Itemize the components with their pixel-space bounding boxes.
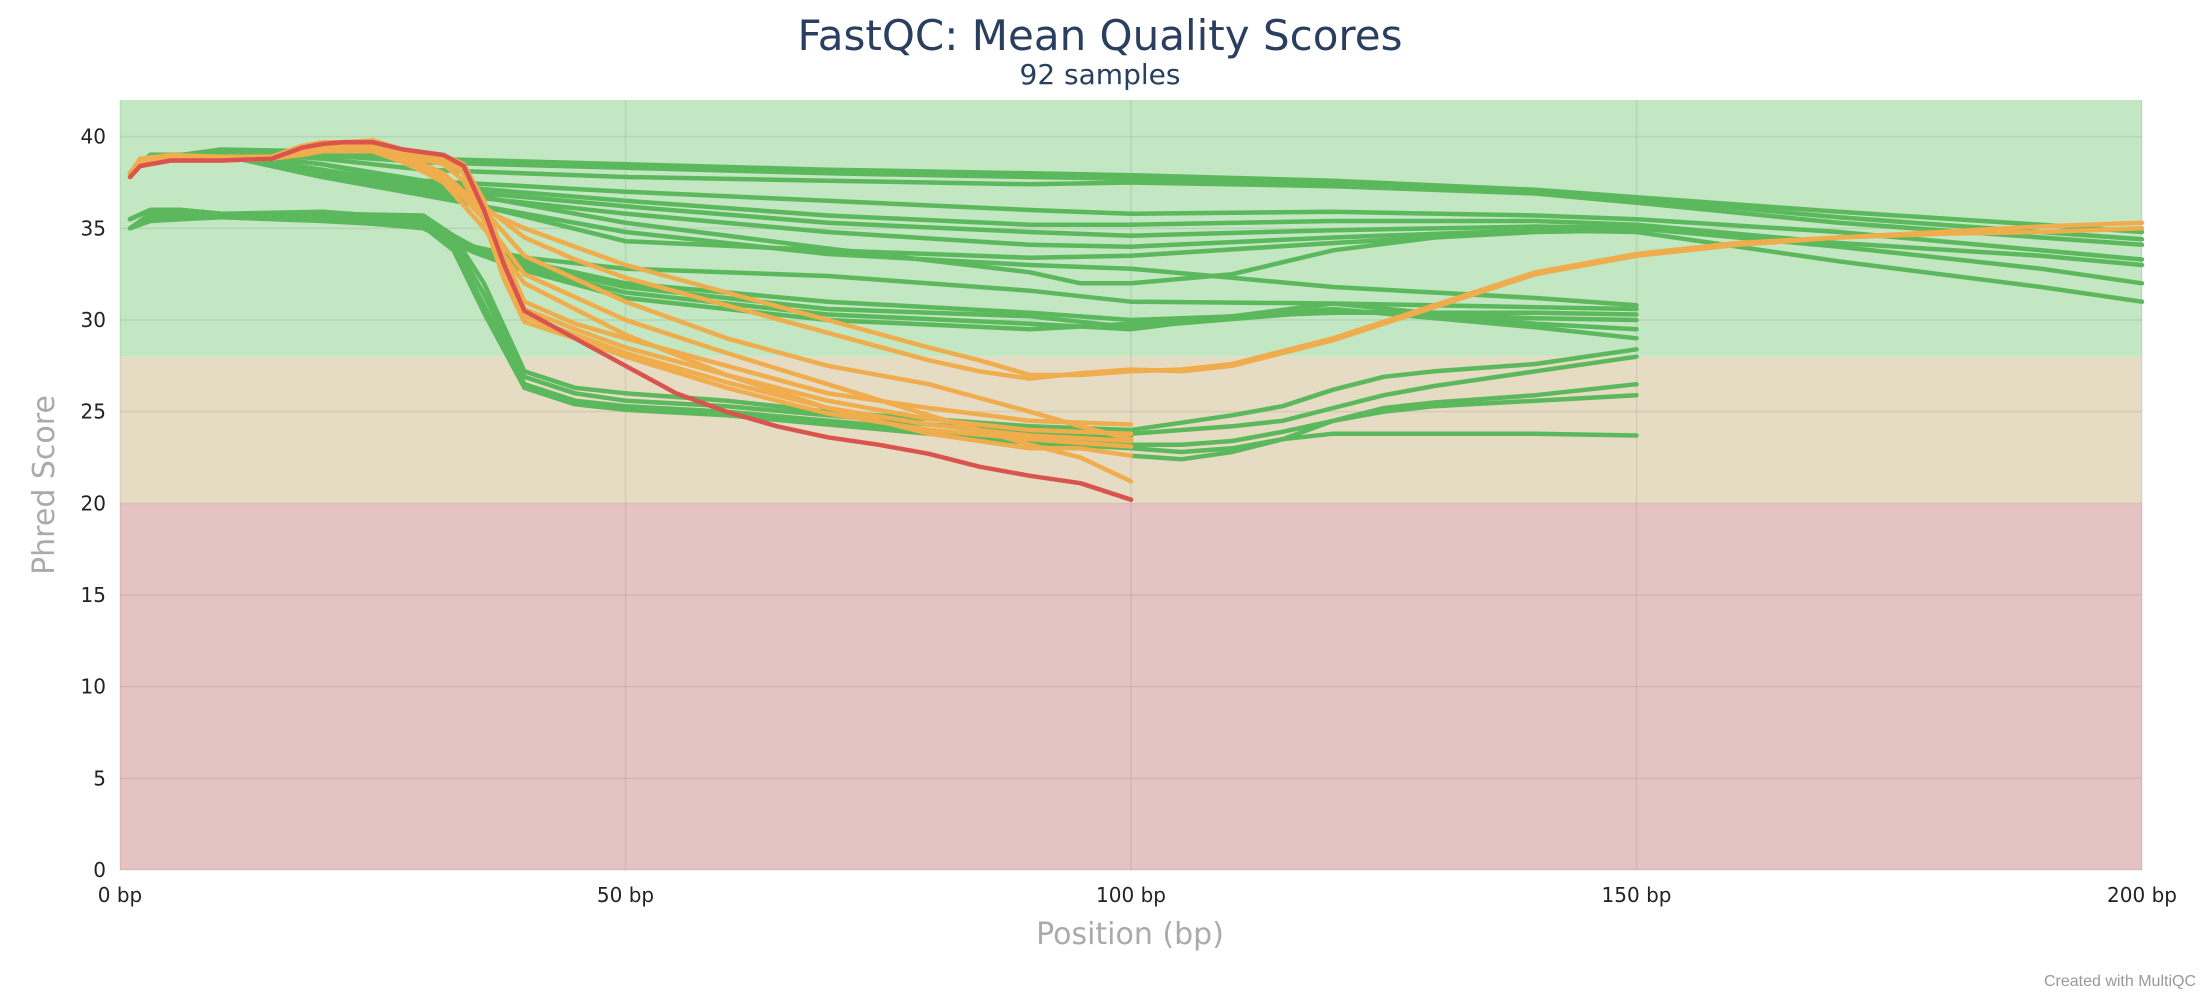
x-axis-title: Position (bp) — [1036, 917, 1224, 952]
sample-line-fail-33 — [127, 139, 1134, 502]
axis-ticks: 0 5 10 15 20 25 30 35 40 0 bp 50 bp 100 bp 150 bp 200… — [81, 125, 2177, 907]
chart-subtitle: 92 samples — [1020, 58, 1181, 91]
y-tick-label: 10 — [81, 675, 106, 699]
x-tick-label: 0 bp — [98, 883, 142, 907]
y-tick-label: 5 — [93, 766, 106, 790]
x-tick-label: 100 bp — [1096, 883, 1166, 907]
sample-line-pass-20 — [1128, 354, 1639, 436]
credit-text: Created with MultiQC — [2044, 973, 2196, 990]
sample-line-pass-23 — [1128, 431, 1639, 455]
sample-line-pass-18 — [127, 215, 1134, 451]
y-tick-label: 15 — [81, 583, 106, 607]
sample-line-warn-32 — [127, 149, 2145, 381]
y-tick-label: 40 — [81, 125, 106, 149]
sample-lines — [127, 138, 2145, 502]
x-tick-label: 150 bp — [1602, 883, 1672, 907]
y-axis-title: Phred Score — [27, 395, 62, 575]
sample-line-pass-22 — [1128, 392, 1639, 462]
y-tick-label: 0 — [93, 858, 106, 882]
sample-line-pass-19 — [1128, 347, 1639, 433]
y-tick-label: 20 — [81, 491, 106, 515]
y-tick-label: 35 — [81, 216, 106, 240]
y-tick-label: 25 — [81, 400, 106, 424]
gridlines — [119, 100, 2143, 871]
x-tick-label: 200 bp — [2107, 883, 2177, 907]
quality-band-2 — [120, 503, 2142, 870]
chart-title: FastQC: Mean Quality Scores — [797, 11, 1402, 60]
y-tick-label: 30 — [81, 308, 106, 332]
x-tick-label: 50 bp — [597, 883, 654, 907]
